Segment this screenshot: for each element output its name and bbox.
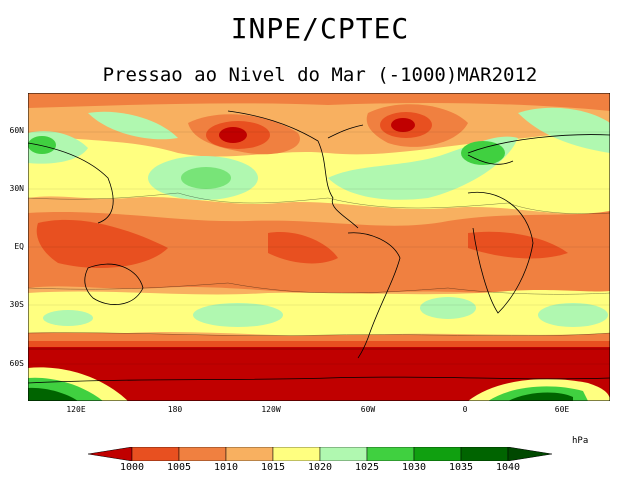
lon-label-60w: 60W (360, 405, 376, 414)
legend-swatch (319, 447, 368, 461)
high-south-atlantic (420, 297, 476, 319)
legend-swatch (131, 447, 180, 461)
lon-label-120w: 120W (261, 405, 281, 414)
legend-swatch (413, 447, 462, 461)
coast-americas-north (227, 110, 359, 229)
legend-swatch (178, 447, 227, 461)
zone-south-yellow (28, 290, 610, 336)
pressure-map (28, 93, 610, 401)
legend-level-label: 1005 (166, 462, 192, 473)
coast-asia-east (28, 142, 114, 224)
legend-swatch (366, 447, 415, 461)
legend-level-label: 1025 (354, 462, 380, 473)
legend-level-label: 1035 (448, 462, 474, 473)
legend-level-label: 1000 (119, 462, 145, 473)
lat-label-60s: 60S (9, 359, 24, 368)
coast-europe-asia (467, 134, 610, 154)
coast-south-america (347, 232, 401, 359)
legend-level-label: 1030 (401, 462, 427, 473)
lat-label-60n: 60N (9, 126, 24, 135)
high-south-pacific (193, 303, 283, 327)
high-south-indian (538, 303, 608, 327)
legend-swatch (507, 447, 552, 461)
map-subtitle: Pressao ao Nivel do Mar (-1000)MAR2012 (102, 64, 538, 86)
lon-label-0: 0 (462, 405, 468, 414)
color-legend (88, 447, 552, 461)
lon-label-60e: 60E (554, 405, 570, 414)
legend-unit: hPa (572, 436, 589, 446)
coast-africa (467, 191, 534, 314)
legend-swatch (225, 447, 274, 461)
legend-level-label: 1015 (260, 462, 286, 473)
legend-swatch (88, 447, 133, 461)
legend-level-label: 1010 (213, 462, 239, 473)
lat-label-eq: EQ (14, 242, 24, 251)
legend-level-label: 1040 (495, 462, 521, 473)
lon-label-120e: 120E (66, 405, 86, 414)
main-title: INPE/CPTEC (230, 12, 410, 45)
legend-level-label: 1020 (307, 462, 333, 473)
legend-swatch (460, 447, 509, 461)
coast-antarctica (28, 376, 610, 384)
lat-label-30n: 30N (9, 184, 24, 193)
coast-australia (84, 263, 144, 305)
lat-label-30s: 30S (9, 300, 24, 309)
legend-swatch (272, 447, 321, 461)
lon-label-180: 180 (167, 405, 183, 414)
